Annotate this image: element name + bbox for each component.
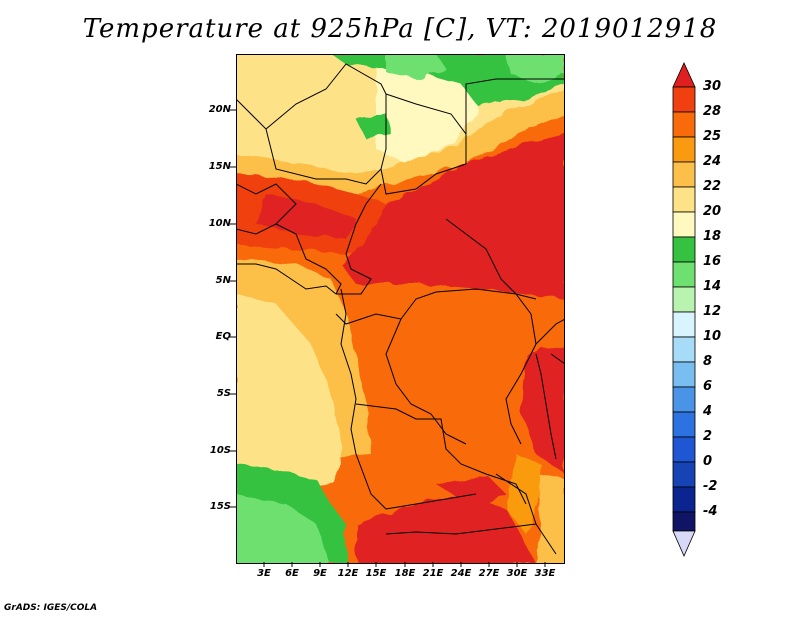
lat-label-5s: 5S [216, 388, 231, 399]
colorbar-label-22: 22 [703, 179, 722, 194]
colorbar-label-m2: -2 [703, 479, 718, 494]
lon-label-24e: 24E [450, 568, 472, 579]
zone-hot-east [341, 134, 565, 299]
colorbar-label-28: 28 [703, 104, 722, 119]
colorbar-cell-12-14 [672, 286, 696, 313]
colorbar-cell-22-24 [672, 161, 696, 188]
colorbar-label-16: 16 [703, 254, 722, 269]
zone-south-14-16 [236, 494, 331, 564]
colorbar-cell-0-2 [672, 436, 696, 463]
colorbar-cell-m4-m2 [672, 486, 696, 513]
lon-label-30e: 30E [506, 568, 528, 579]
colorbar-cell-4-6 [672, 386, 696, 413]
lon-label-9e: 9E [313, 568, 327, 579]
grads-credit: GrADS: IGES/COLA [4, 603, 98, 613]
colorbar-cell-10-12 [672, 311, 696, 338]
zone-south-hot-2 [436, 474, 506, 509]
lat-label-10s: 10S [209, 445, 231, 456]
colorbar-label-24: 24 [703, 154, 722, 169]
lat-label-10n: 10N [208, 218, 231, 229]
lat-label-15n: 15N [208, 161, 231, 172]
colorbar-label-4: 4 [703, 404, 713, 419]
map-title: Temperature at 925hPa [C], VT: 201901291… [82, 14, 718, 44]
colorbar-cell-gt30 [672, 62, 696, 88]
colorbar-label-14: 14 [703, 279, 722, 294]
colorbar-cell-8-10 [672, 336, 696, 363]
colorbar-label-6: 6 [703, 379, 713, 394]
zone-east-warm [536, 474, 565, 564]
colorbar-label-30: 30 [703, 79, 722, 94]
colorbar-label-25: 25 [703, 129, 722, 144]
colorbar [672, 62, 696, 557]
lat-label-15s: 15S [209, 501, 231, 512]
zone-north-18-20 [376, 54, 476, 164]
colorbar-cell-m4-m2-dark [672, 511, 696, 532]
colorbar-label-0: 0 [703, 454, 713, 469]
colorbar-label-8: 8 [703, 354, 713, 369]
map-frame [236, 54, 565, 564]
colorbar-cell-28-30 [672, 86, 696, 113]
lon-ticks [263, 562, 546, 567]
colorbar-label-12: 12 [703, 304, 722, 319]
lon-label-15e: 15E [365, 568, 387, 579]
lon-label-3e: 3E [257, 568, 271, 579]
colorbar-label-m4: -4 [703, 504, 718, 519]
colorbar-cell-20-22 [672, 186, 696, 213]
temperature-map [236, 54, 565, 564]
lat-label-5n: 5N [215, 275, 231, 286]
colorbar-cell-25-28 [672, 111, 696, 138]
lon-label-21e: 21E [422, 568, 444, 579]
lon-label-18e: 18E [394, 568, 416, 579]
lon-label-27e: 27E [478, 568, 500, 579]
lon-label-12e: 12E [337, 568, 359, 579]
colorbar-cell-24-25 [672, 136, 696, 163]
colorbar-cell-2-4 [672, 411, 696, 438]
colorbar-label-2: 2 [703, 429, 713, 444]
colorbar-cell-18-20 [672, 211, 696, 238]
colorbar-cell-lt-m4 [672, 530, 696, 557]
zone-south-hot-1 [356, 494, 536, 564]
lat-label-20n: 20N [208, 104, 231, 115]
zone-coast-20-22 [236, 294, 341, 494]
lat-ticks [230, 109, 236, 508]
colorbar-label-20: 20 [703, 204, 722, 219]
colorbar-cell-16-18 [672, 236, 696, 263]
lon-label-6e: 6E [285, 568, 299, 579]
boundaries [236, 63, 565, 555]
zone-north-14-16-b [506, 54, 565, 84]
zone-north-14-16 [386, 54, 446, 79]
colorbar-cell-6-8 [672, 361, 696, 388]
colorbar-cell-14-16 [672, 261, 696, 288]
lat-label-eq: EQ [215, 331, 231, 342]
colorbar-label-18: 18 [703, 229, 722, 244]
zone-east-hot [521, 344, 565, 474]
colorbar-cell-m2-0 [672, 461, 696, 488]
zone-hot-west-core [256, 194, 356, 239]
colorbar-label-10: 10 [703, 329, 722, 344]
lon-label-33e: 33E [534, 568, 556, 579]
zone-green-patch [356, 114, 391, 139]
